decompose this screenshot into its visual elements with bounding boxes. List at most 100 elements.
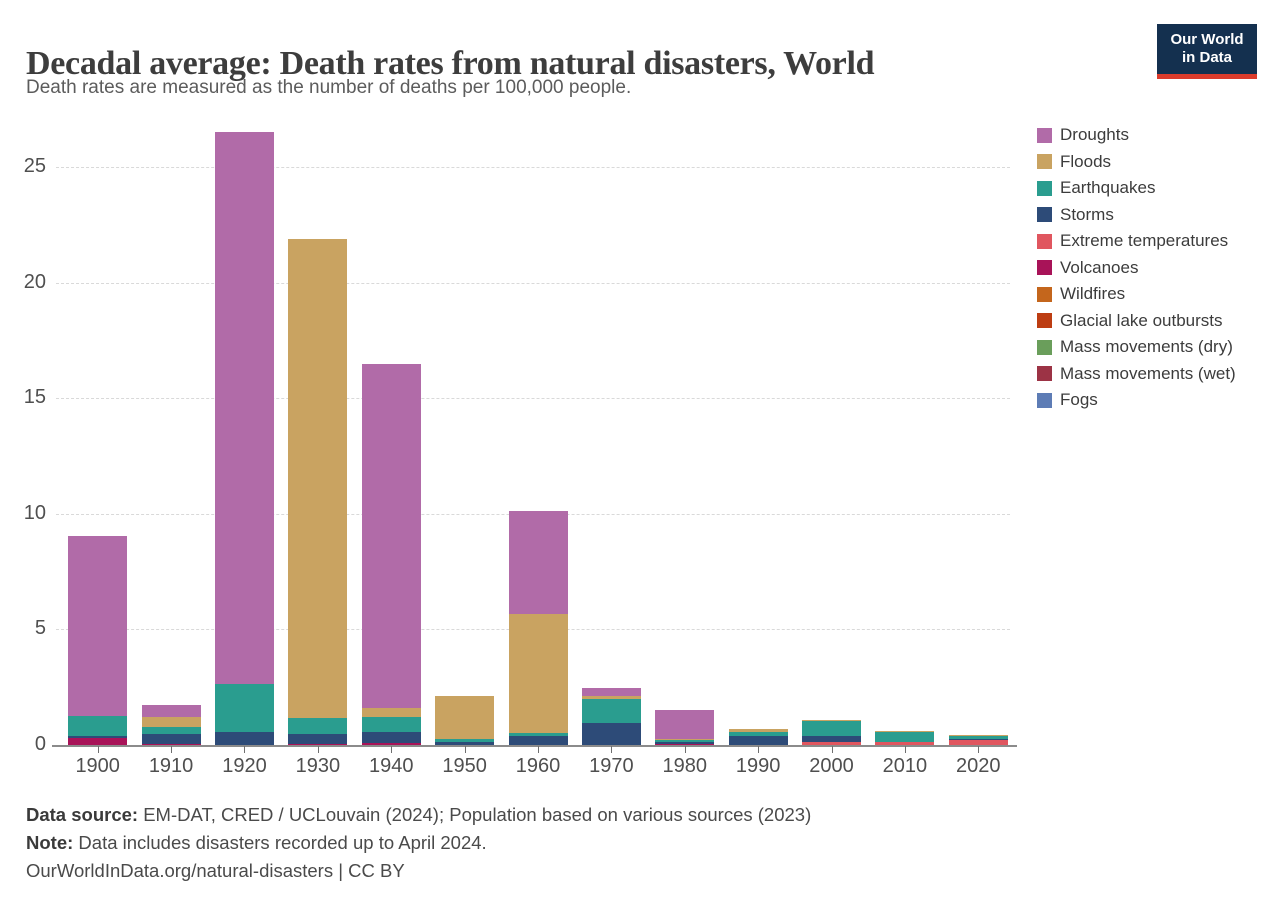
legend-item-fogs[interactable]: Fogs (1037, 387, 1236, 414)
x-tickmark-1900 (97, 746, 99, 753)
bar-1950-storms[interactable] (435, 741, 495, 745)
bar-1910-storms[interactable] (141, 734, 201, 745)
bar-1970-droughts[interactable] (581, 688, 641, 696)
legend-swatch-icon (1037, 233, 1052, 249)
bar-1910-droughts[interactable] (141, 705, 201, 717)
legend-swatch-icon (1037, 366, 1052, 382)
bar-1960-storms[interactable] (508, 735, 568, 745)
bar-1980-droughts[interactable] (655, 710, 715, 739)
legend-swatch-icon (1037, 339, 1052, 355)
bar-2010-floods[interactable] (875, 730, 935, 733)
x-tick-label-2010: 2010 (882, 755, 928, 777)
legend-item-wildfires[interactable]: Wildfires (1037, 281, 1236, 308)
legend-item-droughts[interactable]: Droughts (1037, 122, 1236, 149)
x-tick-label-2000: 2000 (809, 755, 854, 777)
bar-2020-extreme-temperatures[interactable] (948, 740, 1008, 745)
bar-1900-volcanoes[interactable] (68, 738, 128, 745)
bar-2020-storms[interactable] (948, 738, 1008, 741)
bar-2000-floods[interactable] (802, 719, 862, 721)
bar-1960-earthquakes[interactable] (508, 732, 568, 736)
bar-1900-earthquakes[interactable] (68, 715, 128, 736)
bar-1930-storms[interactable] (288, 733, 348, 745)
legend-item-mass-movements-wet[interactable]: Mass movements (wet) (1037, 361, 1236, 388)
bar-1930-earthquakes[interactable] (288, 718, 348, 734)
bar-1980-floods[interactable] (655, 738, 715, 740)
bar-1990-storms[interactable] (728, 735, 788, 745)
bar-1930-floods[interactable] (288, 238, 348, 719)
bar-1980-storms[interactable] (655, 741, 715, 744)
bar-1940-earthquakes[interactable] (361, 717, 421, 732)
bar-1910-floods[interactable] (141, 716, 201, 728)
x-tickmark-2000 (831, 746, 833, 753)
legend-label: Wildfires (1060, 284, 1126, 304)
bar-1940-droughts[interactable] (361, 363, 421, 709)
legend-swatch-icon (1037, 313, 1052, 329)
chart-subtitle: Death rates are measured as the number o… (26, 77, 632, 98)
y-tick-label-25: 25 (23, 154, 46, 177)
legend-item-glacial-lake-outbursts[interactable]: Glacial lake outbursts (1037, 308, 1236, 335)
bar-2000-earthquakes[interactable] (802, 720, 862, 736)
legend-swatch-icon (1037, 180, 1052, 196)
bar-1990-earthquakes[interactable] (728, 732, 788, 736)
bar-1920-earthquakes[interactable] (214, 683, 274, 732)
y-tick-label-0: 0 (34, 733, 46, 755)
note-label: Note: (26, 832, 74, 853)
bar-1920-droughts[interactable] (214, 132, 274, 684)
bar-1930-volcanoes[interactable] (288, 744, 348, 745)
bar-1940-floods[interactable] (361, 708, 421, 718)
legend-swatch-icon (1037, 392, 1052, 408)
legend-label: Mass movements (dry) (1060, 337, 1233, 357)
bar-1970-storms[interactable] (581, 723, 641, 745)
bar-2020-earthquakes[interactable] (948, 736, 1008, 739)
x-axis-line (52, 745, 1017, 747)
bar-1910-volcanoes[interactable] (141, 744, 201, 745)
bar-1950-earthquakes[interactable] (435, 738, 495, 742)
bar-1970-floods[interactable] (581, 695, 641, 700)
bar-2000-storms[interactable] (802, 735, 862, 742)
bar-1970-earthquakes[interactable] (581, 699, 641, 724)
bar-1960-floods[interactable] (508, 613, 568, 733)
x-tickmark-1920 (244, 746, 246, 753)
legend-item-floods[interactable]: Floods (1037, 149, 1236, 176)
legend-item-mass-movements-dry[interactable]: Mass movements (dry) (1037, 334, 1236, 361)
bar-1990-floods[interactable] (728, 729, 788, 733)
owid-logo-line1: Our World (1170, 31, 1244, 48)
bar-2010-earthquakes[interactable] (875, 732, 935, 742)
attribution-line: OurWorldInData.org/natural-disasters | C… (26, 860, 405, 881)
legend-item-volcanoes[interactable]: Volcanoes (1037, 255, 1236, 282)
owid-logo-line2: in Data (1181, 49, 1232, 66)
bar-1980-earthquakes[interactable] (655, 739, 715, 742)
bar-2000-extreme-temperatures[interactable] (802, 741, 862, 745)
bar-1960-droughts[interactable] (508, 511, 568, 614)
bar-2020-floods[interactable] (948, 735, 1008, 737)
legend-swatch-icon (1037, 207, 1052, 223)
x-tick-label-1940: 1940 (368, 755, 414, 777)
data-source-text: EM-DAT, CRED / UCLouvain (2024); Populat… (138, 804, 812, 825)
y-tick-label-10: 10 (23, 501, 46, 524)
bar-1910-earthquakes[interactable] (141, 727, 201, 735)
bar-2010-extreme-temperatures[interactable] (875, 741, 935, 745)
x-tick-label-1910: 1910 (148, 755, 194, 777)
y-tick-label-20: 20 (23, 270, 46, 293)
bar-1920-storms[interactable] (214, 731, 274, 745)
legend-swatch-icon (1037, 127, 1052, 143)
bar-1900-droughts[interactable] (68, 536, 128, 716)
legend-item-storms[interactable]: Storms (1037, 202, 1236, 229)
gridline-20 (56, 282, 1010, 284)
legend-label: Floods (1060, 151, 1112, 171)
x-tick-label-1950: 1950 (442, 755, 487, 777)
bar-1900-storms[interactable] (68, 735, 128, 739)
y-tick-label-15: 15 (23, 386, 46, 409)
x-tick-label-1900: 1900 (75, 755, 120, 777)
legend-item-earthquakes[interactable]: Earthquakes (1037, 175, 1236, 202)
bar-1940-storms[interactable] (361, 731, 421, 744)
legend-label: Fogs (1060, 390, 1098, 410)
legend-swatch-icon (1037, 260, 1052, 276)
bar-1980-volcanoes[interactable] (655, 743, 715, 745)
legend-label: Glacial lake outbursts (1060, 310, 1223, 330)
bar-1950-floods[interactable] (435, 695, 495, 739)
legend-label: Storms (1060, 204, 1114, 224)
bar-1940-volcanoes[interactable] (361, 743, 421, 745)
x-tick-label-1960: 1960 (515, 755, 561, 777)
legend-item-extreme-temperatures[interactable]: Extreme temperatures (1037, 228, 1236, 255)
